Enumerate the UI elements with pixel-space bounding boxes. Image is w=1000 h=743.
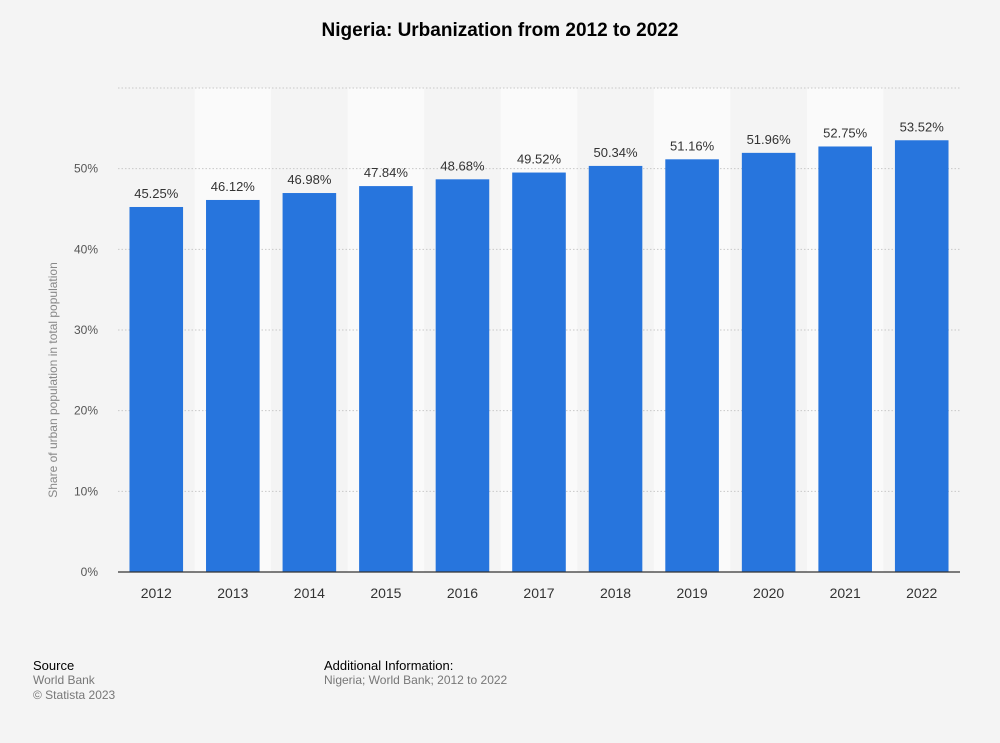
bar[interactable] bbox=[435, 179, 490, 572]
y-axis-label: Share of urban population in total popul… bbox=[46, 262, 60, 498]
data-label: 52.75% bbox=[823, 125, 868, 140]
data-label: 48.68% bbox=[440, 158, 485, 173]
bar[interactable] bbox=[129, 206, 184, 572]
y-tick-label: 10% bbox=[74, 484, 98, 498]
source-block: Source World Bank © Statista 2023 bbox=[33, 658, 115, 703]
x-tick-label: 2021 bbox=[830, 585, 861, 601]
y-tick-label: 40% bbox=[74, 242, 98, 256]
source-heading: Source bbox=[33, 658, 75, 673]
y-tick-label: 0% bbox=[81, 565, 99, 579]
y-tick-label: 30% bbox=[74, 323, 98, 337]
additional-info-text: Nigeria; World Bank; 2012 to 2022 bbox=[324, 673, 508, 687]
bar[interactable] bbox=[894, 140, 949, 572]
x-tick-label: 2018 bbox=[600, 585, 631, 601]
x-tick-label: 2015 bbox=[370, 585, 401, 601]
data-label: 46.12% bbox=[211, 179, 256, 194]
data-label: 53.52% bbox=[900, 119, 945, 134]
bar-chart: 0% 10% 20% 30% 40% 50% 45.25% 46.12% 46.98% 47.8… bbox=[46, 87, 960, 601]
y-axis-ticks: 0% 10% 20% 30% 40% 50% bbox=[74, 162, 98, 579]
bar[interactable] bbox=[741, 152, 796, 572]
x-tick-label: 2017 bbox=[523, 585, 554, 601]
data-label: 46.98% bbox=[287, 172, 332, 187]
x-tick-label: 2016 bbox=[447, 585, 478, 601]
copyright: © Statista 2023 bbox=[33, 688, 116, 702]
bar[interactable] bbox=[282, 193, 337, 572]
x-tick-label: 2013 bbox=[217, 585, 248, 601]
bars bbox=[129, 140, 949, 572]
data-label: 47.84% bbox=[364, 165, 409, 180]
x-tick-label: 2014 bbox=[294, 585, 325, 601]
value-labels: 45.25% 46.12% 46.98% 47.84% 48.68% 49.52% 50.3… bbox=[134, 119, 944, 201]
bar[interactable] bbox=[588, 165, 643, 572]
y-tick-label: 20% bbox=[74, 404, 98, 418]
additional-info-block: Additional Information: Nigeria; World B… bbox=[324, 658, 507, 688]
x-tick-label: 2022 bbox=[906, 585, 937, 601]
data-label: 45.25% bbox=[134, 186, 179, 201]
data-label: 51.16% bbox=[670, 138, 715, 153]
bar[interactable] bbox=[818, 146, 872, 572]
data-label: 49.52% bbox=[517, 152, 562, 167]
x-tick-label: 2012 bbox=[141, 585, 172, 601]
bar[interactable] bbox=[206, 199, 260, 572]
data-label: 50.34% bbox=[593, 145, 638, 160]
data-label: 51.96% bbox=[747, 132, 792, 147]
additional-info-heading: Additional Information: bbox=[324, 658, 454, 673]
x-tick-label: 2019 bbox=[677, 585, 708, 601]
chart-title: Nigeria: Urbanization from 2012 to 2022 bbox=[321, 20, 679, 41]
x-tick-label: 2020 bbox=[753, 585, 784, 601]
bar[interactable] bbox=[512, 172, 566, 572]
bar[interactable] bbox=[359, 186, 413, 572]
source-name[interactable]: World Bank bbox=[33, 673, 95, 687]
bar[interactable] bbox=[665, 159, 719, 572]
x-axis-ticks: 2012 2013 2014 2015 2016 2017 2018 2019 2020 2021… bbox=[141, 585, 938, 601]
y-tick-label: 50% bbox=[74, 162, 98, 176]
